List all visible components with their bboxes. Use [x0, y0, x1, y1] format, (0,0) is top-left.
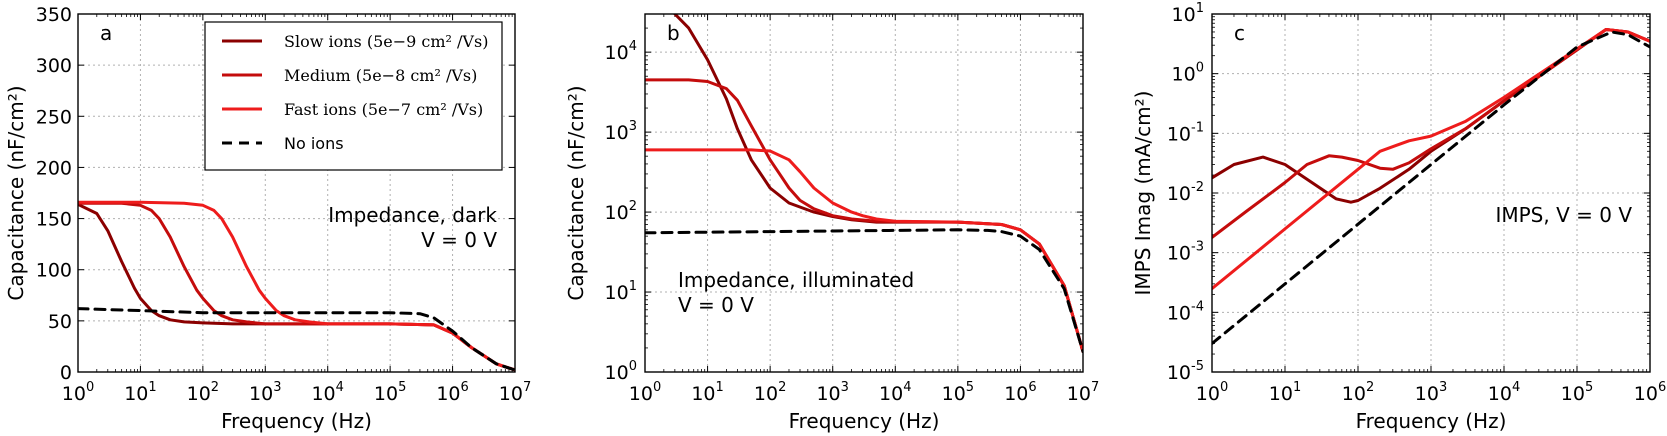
series-line-none	[78, 307, 515, 372]
panel-letter: c	[1234, 21, 1245, 45]
plot-frame	[77, 13, 516, 373]
y-tick-label: 101	[605, 279, 637, 304]
annotation-line: IMPS, V = 0 V	[1495, 203, 1632, 227]
annotation-line: V = 0 V	[678, 293, 754, 317]
x-tick-label: 104	[879, 380, 911, 405]
series-line-fast	[645, 148, 1083, 354]
annotation-line: V = 0 V	[421, 228, 497, 252]
y-tick-label: 102	[605, 199, 637, 224]
x-tick-label: 106	[1634, 380, 1666, 405]
series-group	[1212, 28, 1650, 345]
annotation-line: Impedance, dark	[328, 203, 497, 227]
y-tick-label: 50	[48, 311, 72, 333]
x-tick-label: 103	[816, 380, 848, 405]
y-tick-label: 350	[36, 4, 72, 26]
x-tick-label: 101	[691, 380, 723, 405]
x-tick-label: 107	[1067, 380, 1099, 405]
panel-letter: a	[100, 21, 112, 45]
y-tick-label: 150	[36, 209, 72, 231]
series-group	[645, 14, 1083, 354]
legend-box	[204, 21, 503, 171]
y-tick-label: 101	[1172, 1, 1204, 26]
y-tick-label: 100	[605, 359, 637, 384]
y-tick-label: 10-2	[1167, 180, 1204, 205]
x-tick-label: 102	[1342, 380, 1374, 405]
y-tick-label: 103	[605, 119, 637, 144]
y-axis-label: IMPS Imag (mA/cm²)	[1131, 91, 1155, 296]
legend-label-none: No ions	[284, 134, 344, 153]
x-tick-label: 100	[62, 380, 94, 405]
legend: Slow ions (5e−9 cm² /Vs) Medium (5e−8 cm²…	[204, 21, 503, 171]
panel-b: 100 101 102 103 104 105 106 107 100 101 102 103 104 b…	[564, 13, 1099, 433]
x-axis-label: Frequency (Hz)	[1356, 409, 1507, 433]
y-tick-label: 10-1	[1167, 120, 1204, 145]
y-axis-label: Capacitance (nF/cm²)	[4, 85, 28, 300]
y-tick-label: 200	[36, 157, 72, 179]
x-tick-label: 104	[311, 380, 343, 405]
series-line-none	[645, 228, 1083, 354]
x-tick-label: 105	[942, 380, 974, 405]
x-tick-label: 106	[1004, 380, 1036, 405]
x-tick-label: 101	[124, 380, 156, 405]
legend-label-slow: Slow ions (5e−9 cm² /Vs)	[284, 32, 488, 51]
x-tick-label: 100	[629, 380, 661, 405]
panel-c: 100 101 102 103 104 105 106 10-5 10-4 10-3 10-2 10-…	[1131, 1, 1666, 433]
series-line-fast	[1212, 28, 1650, 291]
x-tick-label: 107	[499, 380, 531, 405]
y-tick-label: 100	[1172, 61, 1204, 86]
y-axis-label: Capacitance (nF/cm²)	[564, 85, 588, 300]
x-tick-label: 104	[1488, 380, 1520, 405]
series-group	[78, 200, 515, 372]
y-tick-label: 100	[36, 260, 72, 282]
annotation-line: Impedance, illuminated	[678, 268, 914, 292]
x-tick-label: 101	[1269, 380, 1301, 405]
y-tick-label: 104	[605, 39, 637, 64]
x-tick-label: 106	[436, 380, 468, 405]
y-tick-label: 10-5	[1167, 359, 1204, 384]
x-tick-label: 102	[187, 380, 219, 405]
y-tick-label: 300	[36, 55, 72, 77]
legend-label-medium: Medium (5e−8 cm² /Vs)	[284, 66, 477, 85]
plot-frame	[644, 13, 1084, 373]
panel-letter: b	[667, 21, 680, 45]
x-axis-label: Frequency (Hz)	[221, 409, 372, 433]
y-tick-label: 10-3	[1167, 240, 1204, 265]
legend-label-fast: Fast ions (5e−7 cm² /Vs)	[284, 100, 483, 119]
series-line-none	[1212, 30, 1650, 345]
y-tick-label: 0	[60, 362, 72, 384]
x-tick-label: 105	[1561, 380, 1593, 405]
panel-a: 100 101 102 103 104 105 106 107 0 50 100 150 200 250 3…	[4, 4, 531, 433]
y-tick-label: 10-4	[1167, 299, 1204, 324]
x-tick-label: 103	[1415, 380, 1447, 405]
x-tick-label: 105	[374, 380, 406, 405]
x-tick-label: 102	[754, 380, 786, 405]
x-axis-label: Frequency (Hz)	[789, 409, 940, 433]
y-tick-label: 250	[36, 106, 72, 128]
series-line-fast	[78, 200, 515, 372]
x-tick-label: 100	[1196, 380, 1228, 405]
plot-frame	[1211, 13, 1651, 373]
x-tick-label: 103	[249, 380, 281, 405]
